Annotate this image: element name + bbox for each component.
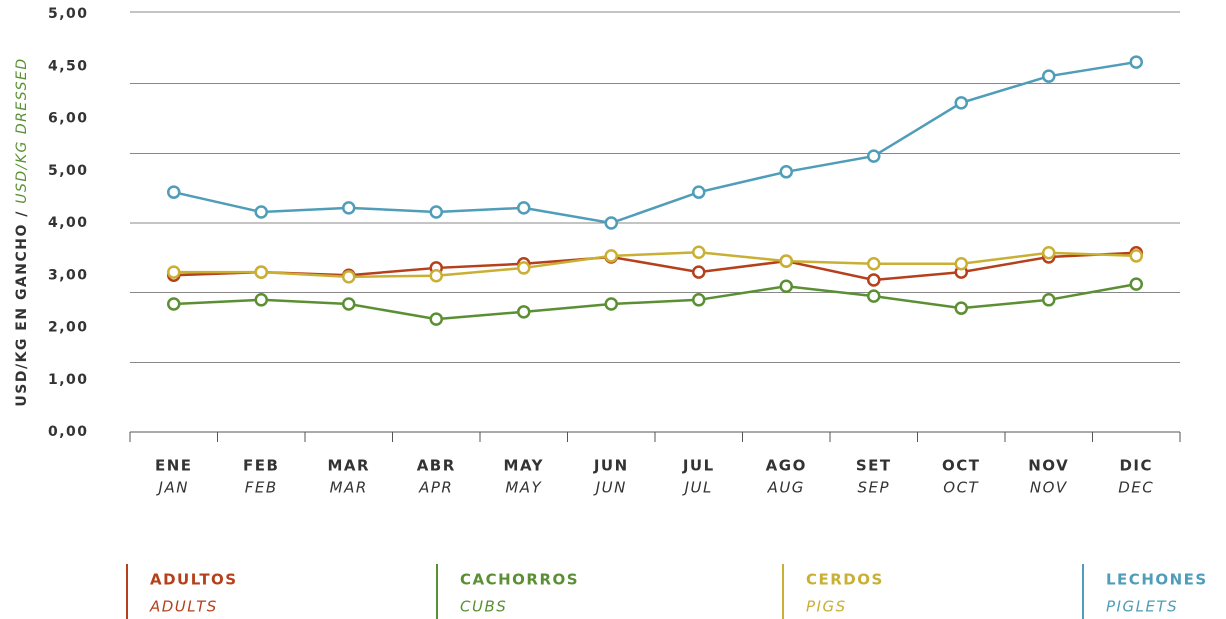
x-tick-label-en: AUG xyxy=(767,479,805,497)
y-tick-label: 0,00 xyxy=(48,424,89,440)
data-point xyxy=(692,245,706,260)
data-point xyxy=(954,96,968,110)
x-tick-label: OCT xyxy=(942,457,981,475)
x-tick-label: MAR xyxy=(327,457,370,475)
x-tick-label: JUN xyxy=(593,457,629,475)
y-axis-label: USD/KG EN GANCHO / USD/KG DRESSED xyxy=(14,57,30,406)
y-tick-label: 6,00 xyxy=(48,111,89,127)
x-tick-label: DIC xyxy=(1119,457,1153,475)
x-tick-label-en: OCT xyxy=(943,479,979,497)
y-axis-label-es: USD/KG EN GANCHO / xyxy=(14,204,30,407)
data-point xyxy=(342,201,356,215)
x-tick-label-en: JUL xyxy=(682,479,713,497)
data-point xyxy=(692,265,706,279)
y-tick-label: 1,00 xyxy=(48,372,89,388)
data-point xyxy=(867,257,881,271)
x-tick-label-en: JUN xyxy=(593,479,627,497)
y-tick-label: 3,00 xyxy=(48,267,89,283)
x-tick-label: ENE xyxy=(155,457,193,475)
data-point xyxy=(254,293,268,307)
y-tick-label: 2,00 xyxy=(48,320,89,336)
x-tick-label-en: SEP xyxy=(857,479,890,497)
legend-label-en: CUBS xyxy=(460,598,507,616)
y-tick-label: 4,50 xyxy=(48,58,89,74)
data-point xyxy=(954,257,968,271)
data-point xyxy=(692,185,706,199)
x-tick-label-en: NOV xyxy=(1030,479,1068,497)
data-point xyxy=(604,216,618,230)
x-tick-label: NOV xyxy=(1028,457,1069,475)
data-point xyxy=(342,297,356,311)
x-tick-label: MAY xyxy=(504,457,544,475)
legend-label: ADULTOS xyxy=(150,571,238,589)
x-tick-label: FEB xyxy=(243,457,279,475)
x-tick-label-en: DEC xyxy=(1118,479,1154,497)
data-point xyxy=(604,297,618,311)
data-point xyxy=(1129,55,1143,69)
legend-label: CERDOS xyxy=(806,571,884,589)
x-tick-label: ABR xyxy=(417,457,456,475)
series-line xyxy=(173,282,1137,321)
data-point xyxy=(779,279,793,293)
data-point xyxy=(342,270,356,284)
x-tick-label-en: MAY xyxy=(505,479,542,497)
data-point xyxy=(779,254,793,268)
x-tick-label: AGO xyxy=(766,457,807,475)
data-point xyxy=(429,205,443,219)
x-tick-label-en: FEB xyxy=(245,479,278,497)
data-point xyxy=(254,205,268,219)
data-point xyxy=(1129,249,1143,263)
data-point xyxy=(429,312,443,326)
x-tick-label: JUL xyxy=(682,457,715,475)
data-point xyxy=(429,269,443,283)
data-point xyxy=(517,305,531,319)
data-point xyxy=(692,293,706,307)
data-point xyxy=(1129,277,1143,291)
data-point xyxy=(779,165,793,179)
data-point xyxy=(867,273,881,287)
legend-label-en: PIGLETS xyxy=(1106,598,1178,616)
data-point xyxy=(517,261,531,275)
legend-label: CACHORROS xyxy=(460,571,579,589)
series-line xyxy=(173,60,1137,225)
data-point xyxy=(1042,246,1056,260)
data-point xyxy=(1042,69,1056,83)
data-point xyxy=(167,297,181,311)
x-tick-label-en: JAN xyxy=(156,479,189,497)
data-point xyxy=(867,149,881,163)
y-tick-label: 4,00 xyxy=(48,215,89,231)
series-line xyxy=(173,251,1137,279)
data-point xyxy=(517,201,531,215)
x-tick-label: SET xyxy=(856,457,892,475)
data-point xyxy=(1042,293,1056,307)
x-tick-label-en: MAR xyxy=(330,479,368,497)
y-tick-label: 5,00 xyxy=(48,163,89,179)
y-tick-label: 5,00 xyxy=(48,6,89,22)
legend-label-en: ADULTS xyxy=(149,598,218,616)
data-point xyxy=(167,265,181,279)
data-point xyxy=(167,185,181,199)
series-line xyxy=(173,251,1137,282)
data-point xyxy=(867,289,881,303)
data-point xyxy=(604,249,618,263)
data-point xyxy=(954,301,968,315)
data-point xyxy=(254,265,268,279)
legend-label: LECHONES xyxy=(1106,571,1208,589)
legend-label-en: PIGS xyxy=(806,598,847,616)
y-axis-label-en: USD/KG DRESSED xyxy=(14,57,30,203)
x-tick-label-en: APR xyxy=(418,479,453,497)
